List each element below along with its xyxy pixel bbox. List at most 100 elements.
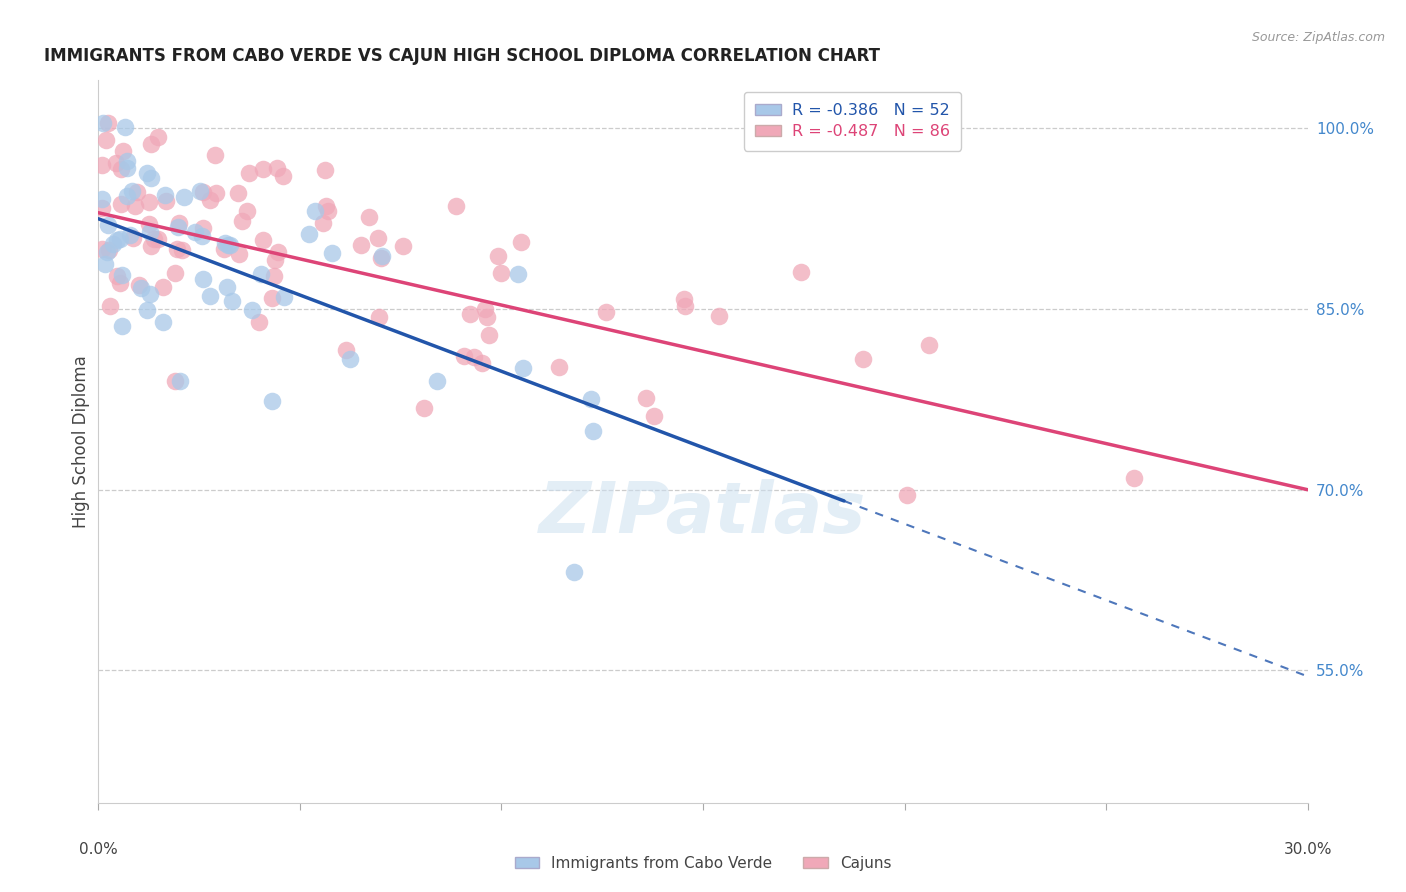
Point: [240, 303, 263, 318]
Point: [228, 247, 250, 261]
Point: [236, 204, 259, 219]
Point: [582, 425, 605, 439]
Point: [273, 290, 295, 304]
Point: [707, 309, 730, 323]
Point: [212, 242, 235, 256]
Point: [506, 267, 529, 281]
Point: [852, 352, 875, 367]
Point: [125, 185, 148, 199]
Point: [136, 165, 159, 179]
Point: [138, 226, 160, 240]
Point: [896, 488, 918, 502]
Point: [512, 361, 534, 376]
Point: [138, 286, 160, 301]
Point: [217, 280, 239, 294]
Point: [167, 217, 190, 231]
Point: [475, 310, 498, 324]
Text: 30.0%: 30.0%: [1284, 842, 1331, 856]
Point: [153, 188, 176, 202]
Point: [138, 218, 160, 232]
Point: [252, 162, 274, 177]
Point: [129, 281, 152, 295]
Point: [1122, 471, 1144, 485]
Point: [262, 394, 284, 409]
Point: [121, 184, 143, 198]
Point: [141, 239, 163, 253]
Point: [312, 216, 335, 230]
Point: [426, 374, 449, 388]
Point: [97, 116, 120, 130]
Point: [471, 355, 494, 369]
Point: [474, 302, 496, 317]
Point: [636, 391, 658, 405]
Point: [790, 265, 813, 279]
Point: [91, 158, 114, 172]
Point: [105, 156, 128, 170]
Point: [96, 245, 118, 260]
Text: Source: ZipAtlas.com: Source: ZipAtlas.com: [1251, 31, 1385, 45]
Point: [478, 327, 501, 342]
Point: [226, 186, 249, 200]
Point: [142, 231, 165, 245]
Point: [122, 230, 145, 244]
Point: [91, 192, 114, 206]
Point: [117, 188, 139, 202]
Point: [359, 210, 381, 224]
Point: [105, 233, 128, 247]
Point: [184, 225, 207, 239]
Point: [453, 350, 475, 364]
Point: [238, 166, 260, 180]
Point: [111, 268, 134, 283]
Point: [91, 242, 114, 256]
Point: [138, 194, 160, 209]
Point: [510, 235, 533, 250]
Point: [110, 162, 132, 177]
Point: [595, 305, 617, 319]
Point: [112, 145, 135, 159]
Point: [673, 293, 696, 307]
Point: [304, 204, 326, 219]
Point: [98, 244, 121, 258]
Point: [444, 198, 467, 212]
Point: [247, 315, 270, 329]
Point: [136, 303, 159, 318]
Point: [367, 231, 389, 245]
Point: [115, 161, 138, 175]
Point: [169, 375, 191, 389]
Point: [98, 299, 121, 313]
Point: [214, 235, 236, 250]
Point: [321, 245, 343, 260]
Point: [193, 220, 215, 235]
Point: [139, 171, 162, 186]
Point: [335, 343, 357, 357]
Point: [108, 277, 131, 291]
Point: [918, 338, 941, 352]
Point: [115, 154, 138, 169]
Point: [562, 565, 585, 579]
Text: ZIPatlas: ZIPatlas: [540, 479, 866, 549]
Point: [155, 194, 177, 208]
Point: [114, 120, 136, 134]
Point: [339, 351, 361, 366]
Legend: R = -0.386   N = 52, R = -0.487   N = 86: R = -0.386 N = 52, R = -0.487 N = 86: [744, 92, 962, 151]
Point: [548, 359, 571, 374]
Point: [193, 185, 215, 199]
Point: [314, 162, 336, 177]
Point: [250, 267, 273, 281]
Point: [124, 199, 146, 213]
Point: [205, 186, 228, 200]
Point: [94, 257, 117, 271]
Point: [173, 190, 195, 204]
Point: [165, 375, 187, 389]
Point: [198, 194, 221, 208]
Point: [271, 169, 294, 184]
Point: [219, 237, 242, 252]
Point: [413, 401, 436, 415]
Point: [370, 251, 392, 265]
Point: [146, 129, 169, 144]
Point: [93, 116, 115, 130]
Point: [152, 279, 174, 293]
Point: [105, 268, 128, 283]
Point: [263, 269, 285, 284]
Point: [165, 266, 187, 280]
